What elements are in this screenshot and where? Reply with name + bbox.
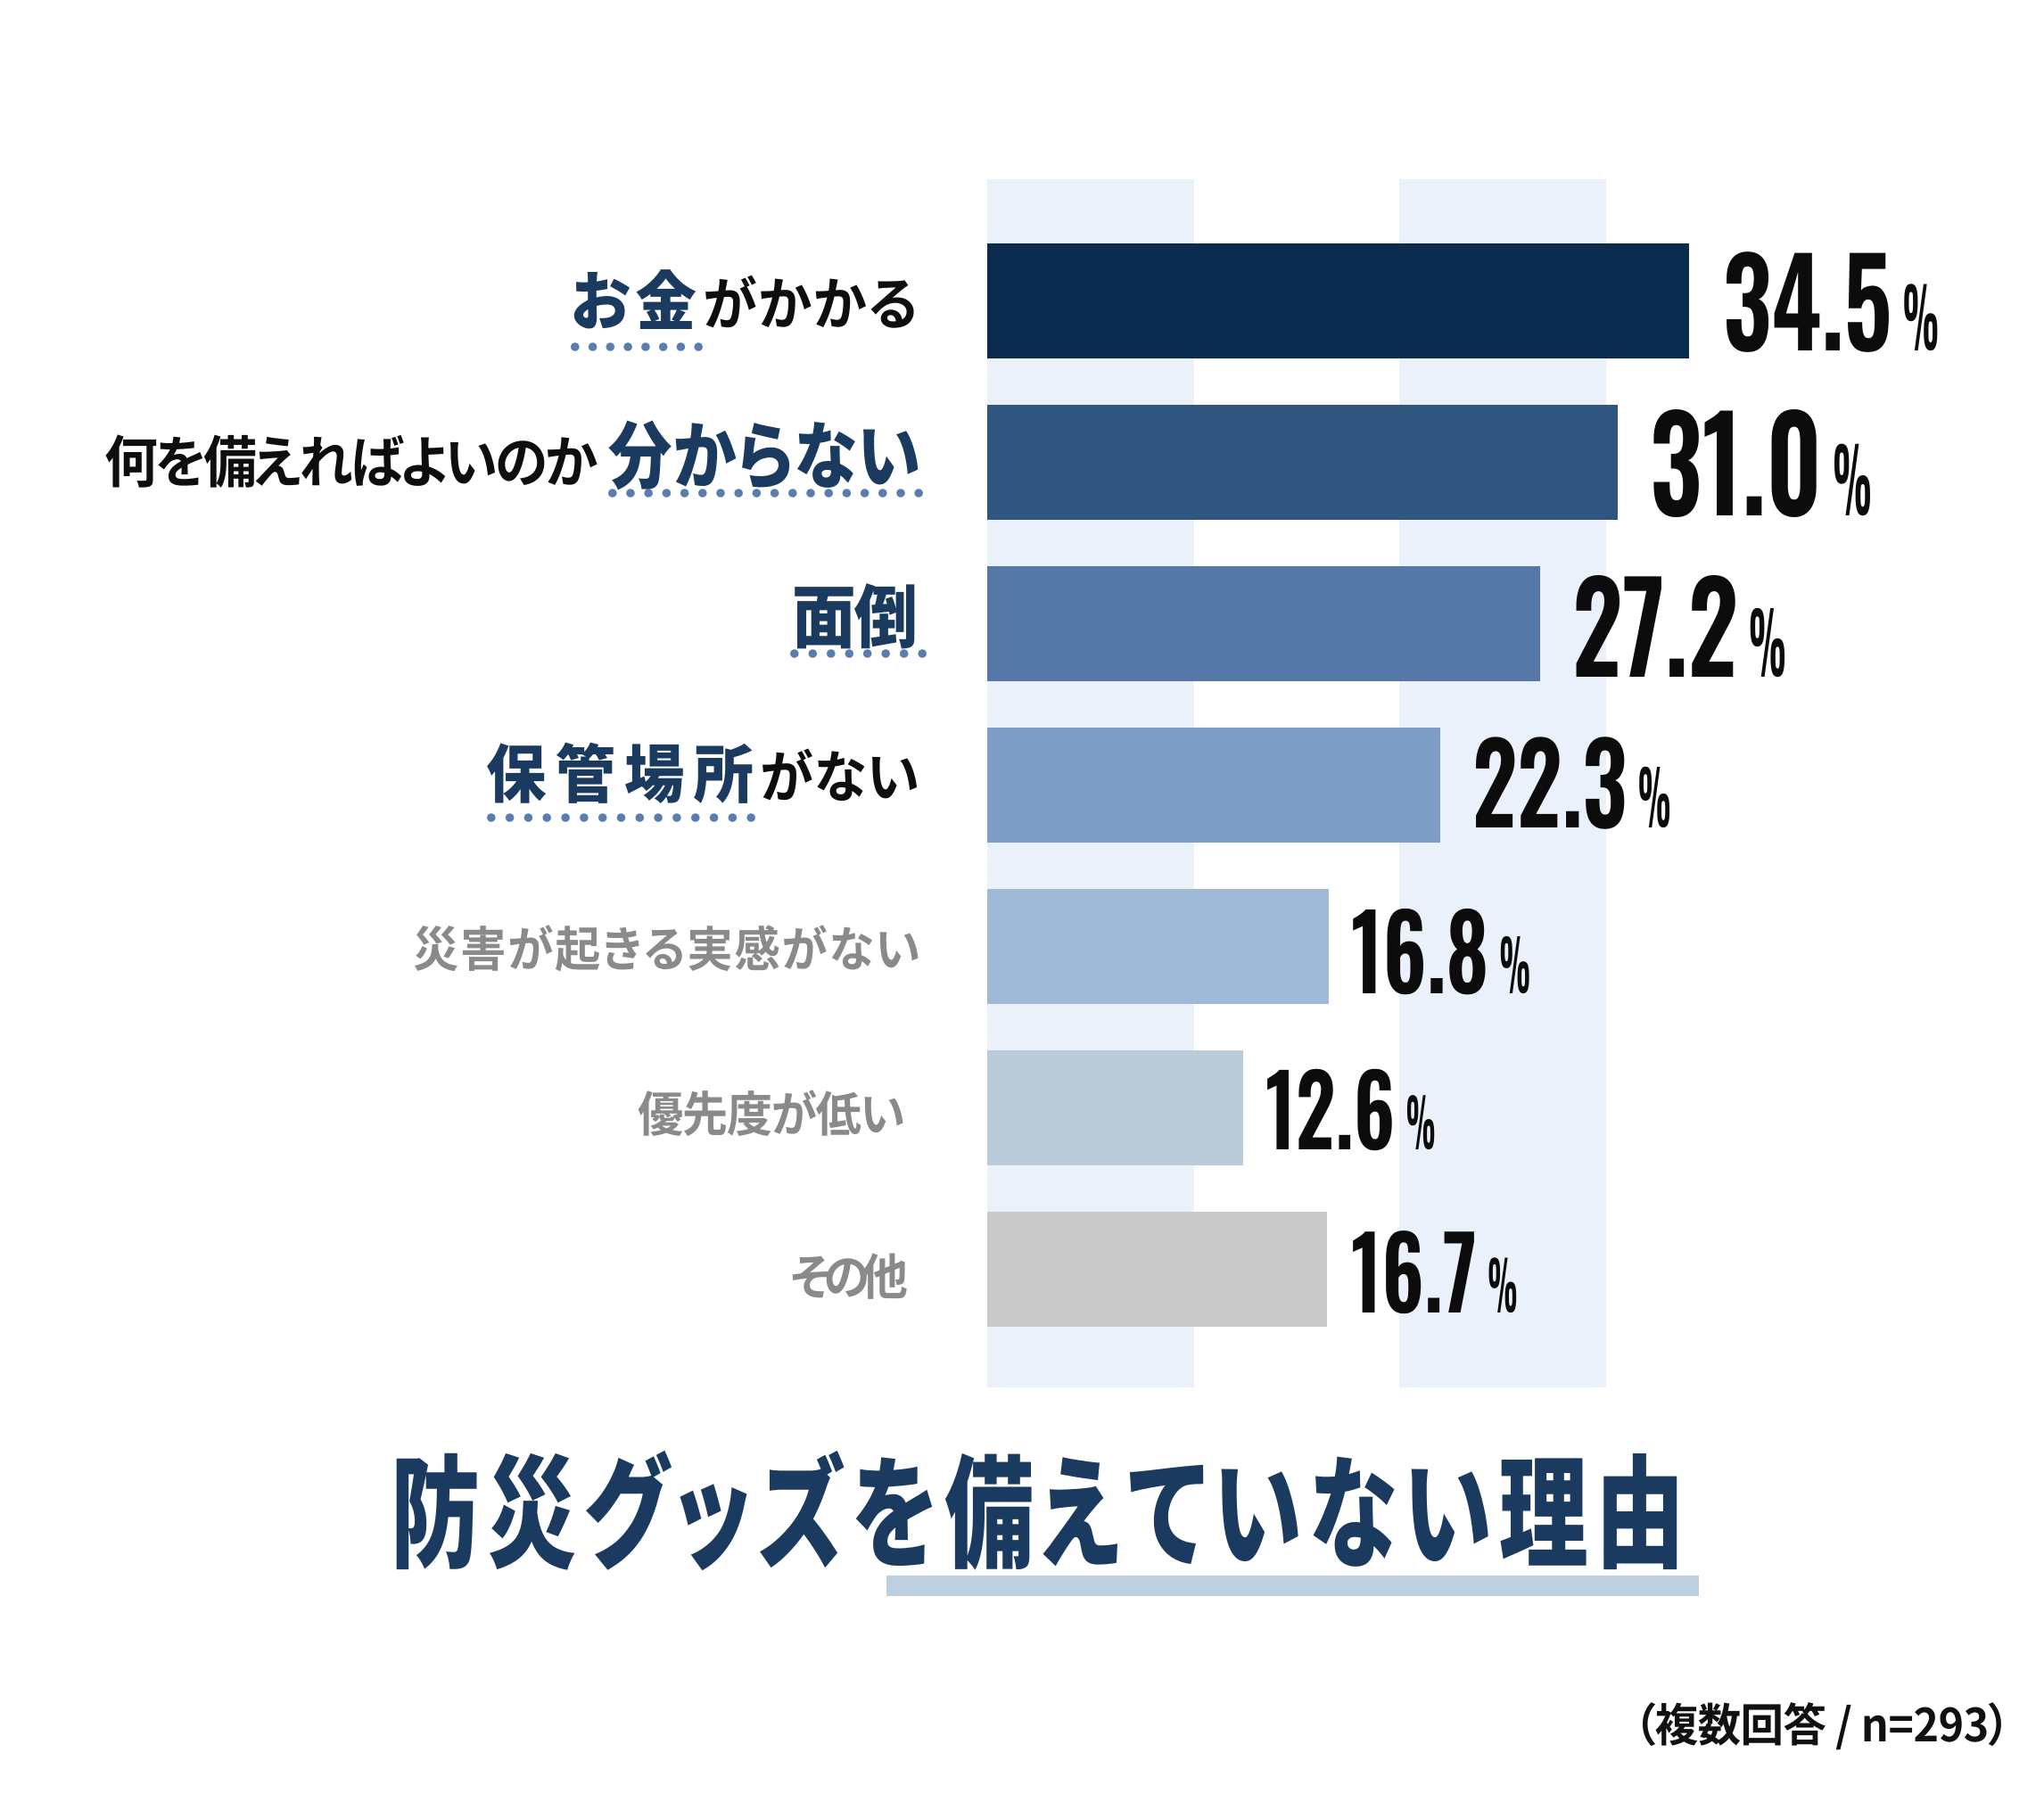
bar-value-label bbox=[1565, 540, 2044, 720]
chart-title bbox=[383, 1423, 1692, 1600]
value-number bbox=[1353, 1230, 1474, 1314]
bar-16.8pct bbox=[987, 889, 1329, 1004]
bar-category-label bbox=[97, 401, 927, 508]
value-percent-sign bbox=[1406, 1095, 1435, 1150]
bar-12.6pct bbox=[987, 1050, 1243, 1165]
category-text bbox=[414, 925, 919, 972]
keyword-emphasis-dots bbox=[487, 813, 755, 822]
value-number bbox=[1267, 1068, 1392, 1151]
bar-34.5pct bbox=[987, 243, 1689, 358]
value-number bbox=[1653, 408, 1817, 518]
bar-31.0pct bbox=[987, 405, 1618, 520]
survey-note bbox=[1627, 1691, 2017, 1757]
bar-value-label bbox=[1716, 218, 2044, 393]
bar-16.7pct bbox=[987, 1212, 1327, 1327]
bar-22.3pct bbox=[987, 728, 1440, 843]
category-keyword bbox=[795, 583, 915, 649]
value-number bbox=[1353, 908, 1486, 995]
bar-category-label bbox=[783, 1240, 915, 1312]
value-percent-sign bbox=[1834, 443, 1870, 516]
category-keyword bbox=[573, 269, 696, 329]
value-percent-sign bbox=[1488, 1257, 1517, 1313]
keyword-emphasis-dots bbox=[608, 489, 923, 498]
category-keyword bbox=[487, 742, 753, 804]
category-text bbox=[638, 1090, 903, 1137]
note-text bbox=[1642, 1702, 2001, 1750]
bar-27.2pct bbox=[987, 566, 1540, 681]
bar-value-label bbox=[1344, 1202, 2044, 1348]
category-keyword bbox=[608, 420, 919, 490]
bar-value-label bbox=[1643, 373, 2044, 561]
title-underline bbox=[886, 1576, 1699, 1596]
keyword-emphasis-dots bbox=[571, 342, 703, 351]
bar-category-label bbox=[785, 566, 927, 666]
bar-category-label bbox=[631, 1078, 912, 1148]
category-text bbox=[705, 275, 914, 328]
category-text bbox=[762, 748, 918, 802]
value-percent-sign bbox=[1750, 607, 1785, 678]
title-text bbox=[396, 1450, 1677, 1571]
category-text bbox=[105, 434, 598, 488]
bar-category-label bbox=[406, 913, 927, 983]
category-text bbox=[792, 1253, 907, 1299]
value-percent-sign bbox=[1904, 284, 1938, 351]
bar-category-label bbox=[479, 727, 927, 827]
value-number bbox=[1476, 736, 1625, 829]
bar-category-label bbox=[564, 253, 925, 356]
value-percent-sign bbox=[1639, 766, 1670, 828]
value-number bbox=[1727, 251, 1889, 352]
value-percent-sign bbox=[1500, 935, 1529, 994]
bar-value-label bbox=[1258, 1041, 2044, 1184]
value-number bbox=[1576, 575, 1735, 677]
keyword-emphasis-dots bbox=[790, 649, 927, 658]
bar-value-label bbox=[1344, 879, 2044, 1030]
bar-value-label bbox=[1465, 705, 2044, 867]
